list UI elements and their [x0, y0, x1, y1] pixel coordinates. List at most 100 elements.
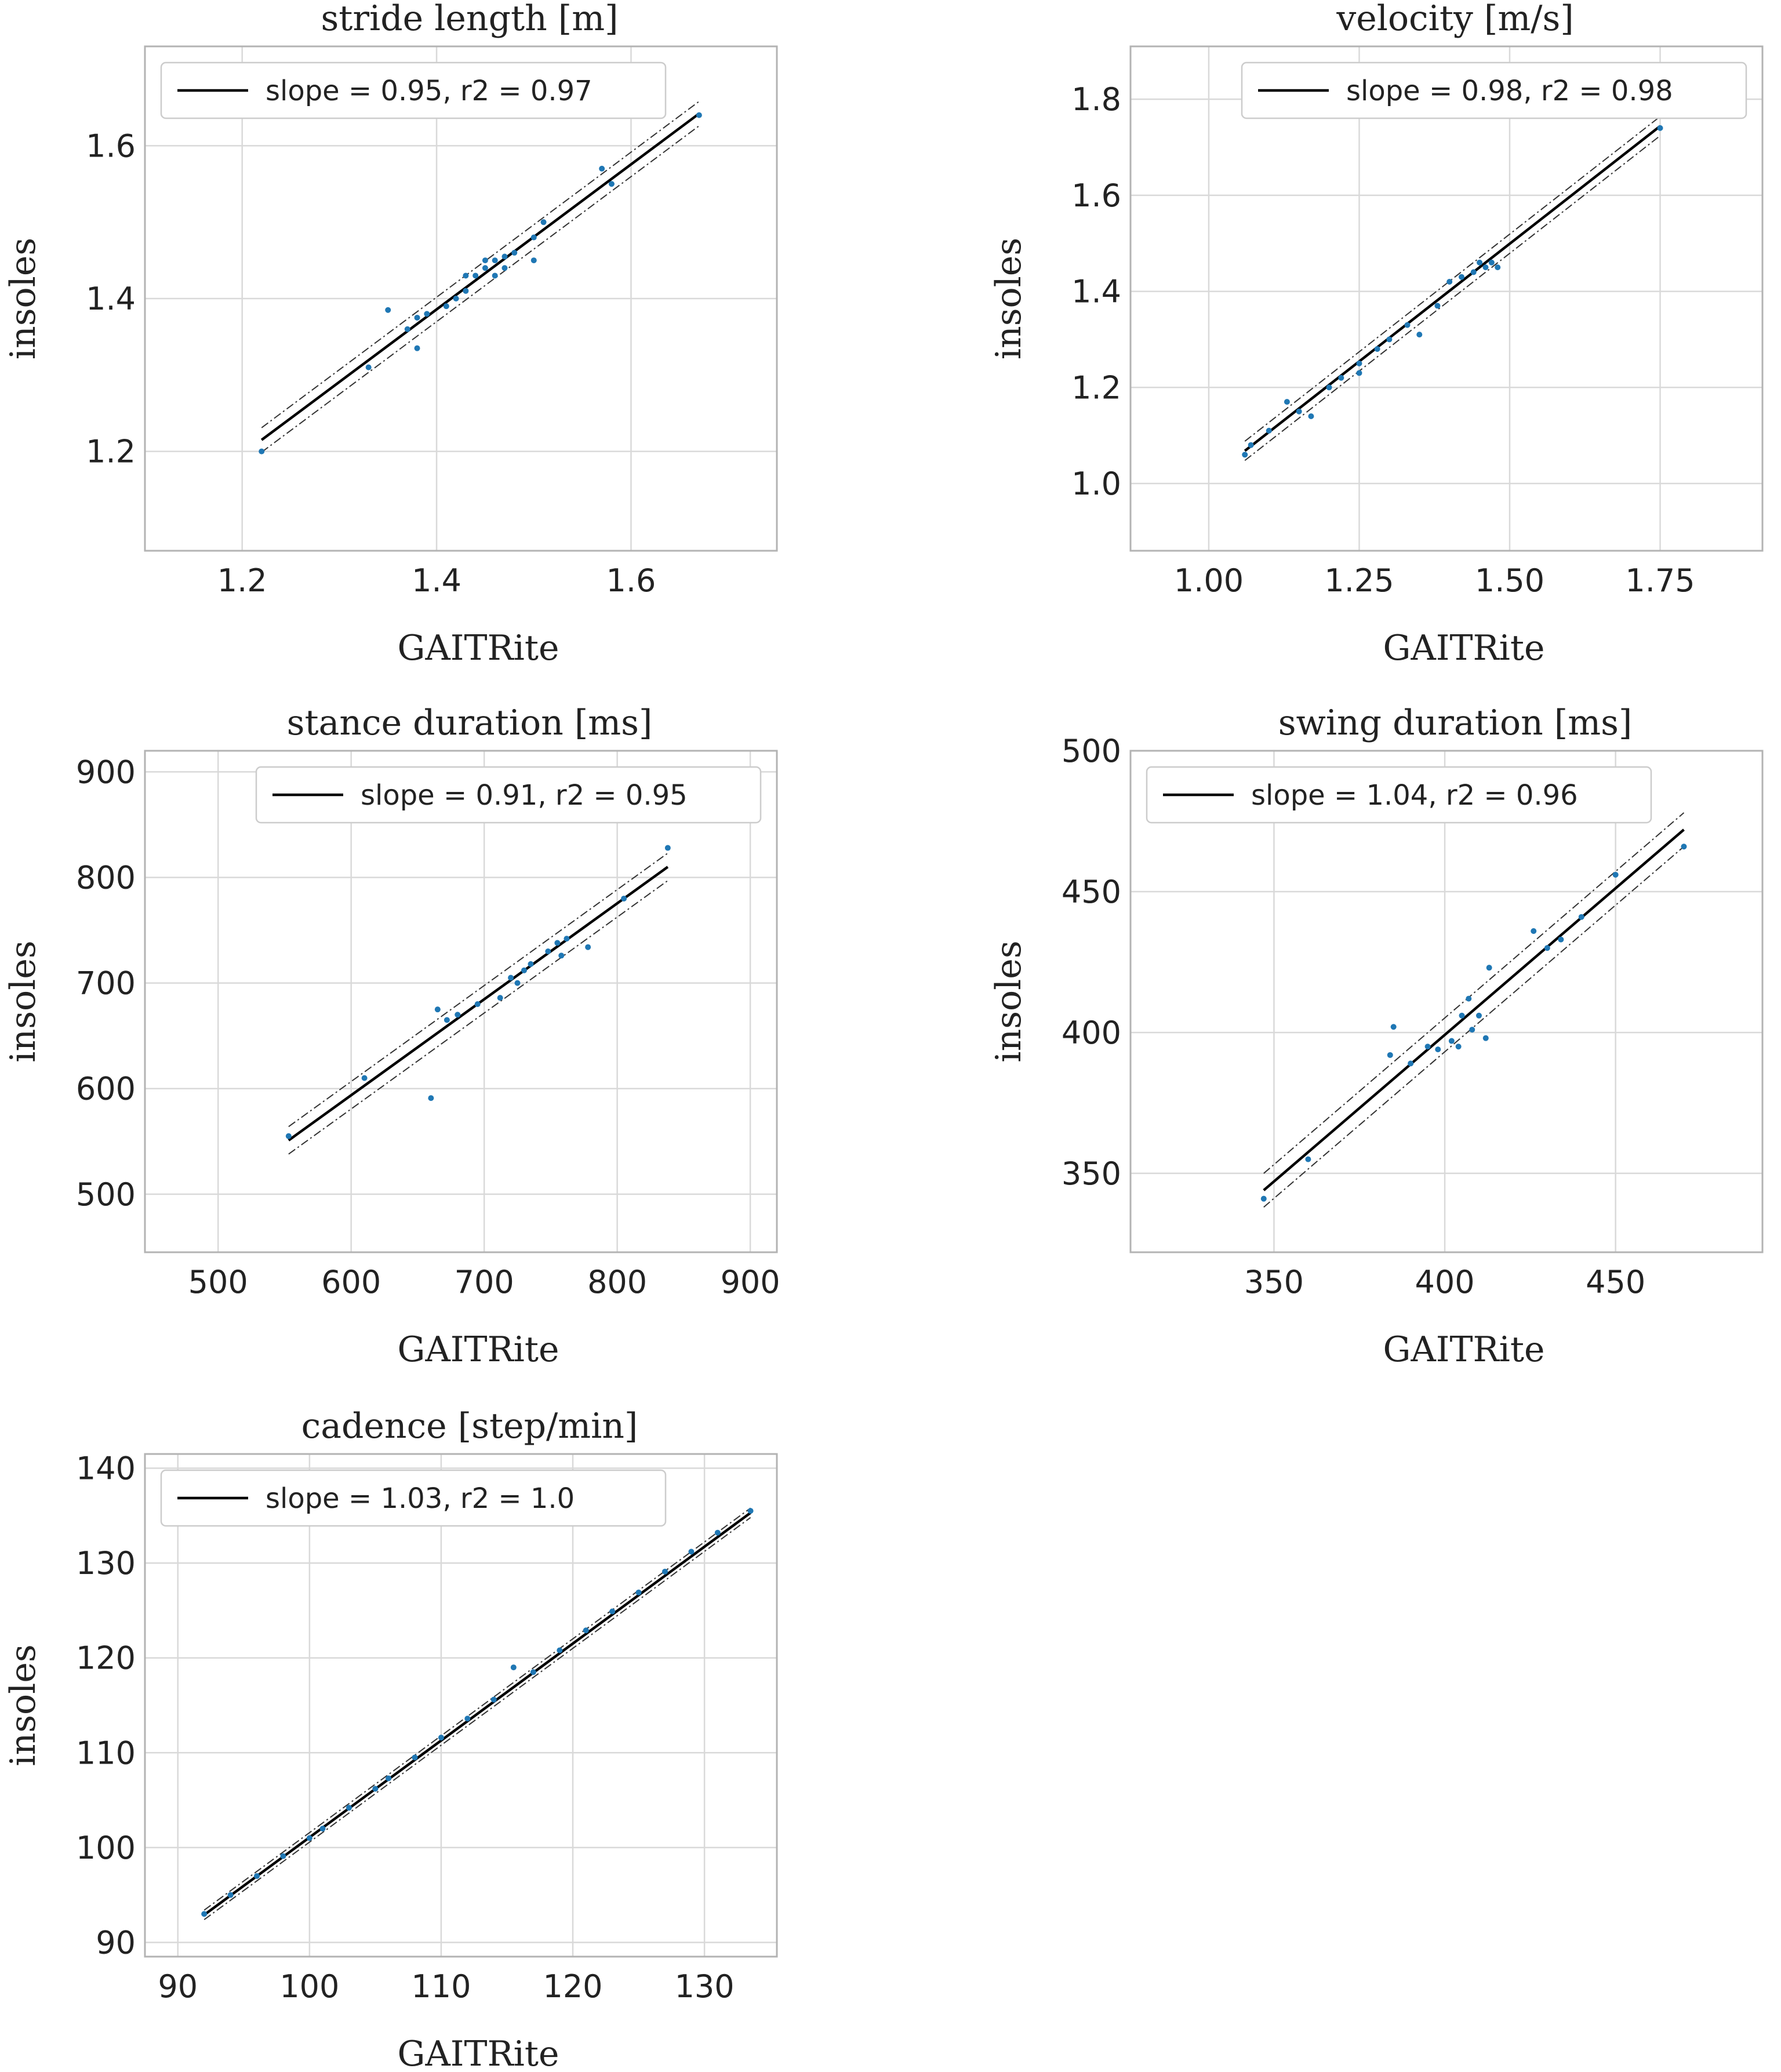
chart-panel: 90 100 110 120 130 90 100 110 120 130 140 cadence [… — [3, 1406, 778, 2072]
data-point — [443, 303, 449, 310]
upper-confidence-line — [261, 101, 700, 428]
chart-panel: 500 600 700 800 900 500 600 700 800 900 stance dur… — [3, 703, 780, 1370]
y-tick-label: 130 — [76, 1545, 136, 1582]
data-point — [497, 995, 503, 1001]
chart-title: swing duration [ms] — [1278, 703, 1633, 743]
data-point — [554, 940, 561, 946]
x-tick-label: 130 — [675, 1968, 735, 2005]
y-tick-label: 1.2 — [86, 434, 136, 470]
data-point — [412, 1754, 418, 1761]
data-point — [696, 112, 702, 118]
data-point — [201, 1911, 208, 1917]
x-tick-label: 600 — [321, 1264, 381, 1300]
data-point — [464, 1715, 471, 1722]
y-axis-label: insoles — [988, 238, 1029, 359]
x-tick-label: 800 — [587, 1264, 647, 1300]
y-tick-label: 400 — [1062, 1015, 1121, 1051]
lower-confidence-line — [1244, 135, 1661, 461]
data-point — [1612, 871, 1619, 878]
legend-label: slope = 0.91, r2 = 0.95 — [361, 779, 688, 812]
y-tick-label: 1.2 — [1071, 369, 1121, 406]
data-point — [747, 1508, 754, 1514]
data-point — [501, 265, 508, 271]
data-point — [1386, 336, 1393, 343]
data-point — [492, 257, 498, 264]
x-tick-label: 1.6 — [606, 562, 656, 599]
data-point — [346, 1805, 352, 1811]
upper-confidence-line — [288, 852, 668, 1128]
data-point — [514, 980, 521, 986]
data-point — [414, 345, 420, 351]
data-point — [585, 944, 591, 950]
data-point — [510, 1664, 517, 1671]
data-point — [1260, 1195, 1267, 1202]
data-point — [688, 1548, 695, 1555]
data-point — [1374, 346, 1380, 352]
chart-panel: 1.00 1.25 1.50 1.75 1.0 1.2 1.4 1.6 1.8 velocity … — [988, 0, 1764, 668]
data-point — [227, 1892, 234, 1898]
regression-line — [1244, 125, 1661, 452]
x-tick-label: 1.50 — [1475, 562, 1544, 599]
x-tick-label: 1.75 — [1625, 562, 1695, 599]
lower-confidence-line — [261, 125, 700, 453]
data-point — [599, 165, 605, 172]
data-point — [492, 272, 498, 279]
data-point — [1408, 1060, 1414, 1067]
plot-frame — [144, 1453, 778, 1958]
data-point — [521, 967, 527, 973]
data-point — [1558, 936, 1564, 943]
x-tick-label: 500 — [188, 1264, 248, 1300]
data-point — [530, 257, 537, 264]
legend-box — [160, 1469, 667, 1527]
chart-title: stance duration [ms] — [287, 703, 653, 743]
data-point — [372, 1786, 379, 1792]
data-point — [1458, 274, 1464, 280]
legend-box — [1146, 766, 1652, 824]
y-tick-label: 600 — [76, 1071, 136, 1107]
y-tick-label: 1.4 — [86, 281, 136, 317]
data-point — [385, 307, 391, 313]
data-point — [424, 311, 430, 317]
plot-frame — [144, 45, 778, 552]
data-point — [1305, 1156, 1311, 1162]
x-tick-label: 1.2 — [217, 562, 267, 599]
x-tick-label: 90 — [158, 1968, 198, 2005]
data-point — [1356, 360, 1362, 366]
data-point — [1448, 1038, 1455, 1044]
legend-label: slope = 1.03, r2 = 1.0 — [266, 1482, 575, 1515]
data-point — [1482, 1035, 1489, 1041]
data-point — [583, 1627, 589, 1634]
data-point — [463, 272, 469, 279]
plot-frame — [1129, 45, 1764, 552]
data-point — [1578, 914, 1584, 920]
chart-panel: 350 400 450 350 400 450 500 swing duration [ms]… — [988, 703, 1764, 1370]
data-point — [414, 314, 420, 321]
legend: slope = 1.04, r2 = 0.96 — [1146, 766, 1652, 824]
data-point — [404, 326, 410, 332]
data-point — [530, 234, 537, 241]
plot-frame — [1129, 750, 1764, 1253]
data-point — [1531, 928, 1537, 935]
y-tick-label: 900 — [76, 754, 136, 790]
data-point — [365, 364, 372, 370]
data-point — [1390, 1024, 1397, 1030]
data-point — [280, 1853, 286, 1859]
regression-line — [1263, 828, 1685, 1191]
data-point — [530, 1669, 536, 1675]
y-tick-label: 500 — [1062, 733, 1121, 769]
x-axis-label: GAITRite — [1383, 1329, 1545, 1370]
y-axis-label: insoles — [988, 940, 1029, 1062]
x-axis-label: GAITRite — [398, 1329, 559, 1370]
data-point — [1424, 1044, 1431, 1050]
data-point — [1486, 965, 1492, 971]
data-point — [1544, 945, 1550, 951]
y-tick-label: 1.0 — [1071, 466, 1121, 502]
data-point — [482, 265, 488, 271]
data-point — [453, 296, 459, 301]
data-point — [1435, 1046, 1441, 1053]
y-axis-label: insoles — [3, 238, 43, 359]
chart-title: cadence [step/min] — [301, 1406, 638, 1446]
data-point — [1477, 259, 1483, 266]
x-tick-label: 110 — [411, 1968, 471, 2005]
data-point — [1482, 264, 1489, 271]
